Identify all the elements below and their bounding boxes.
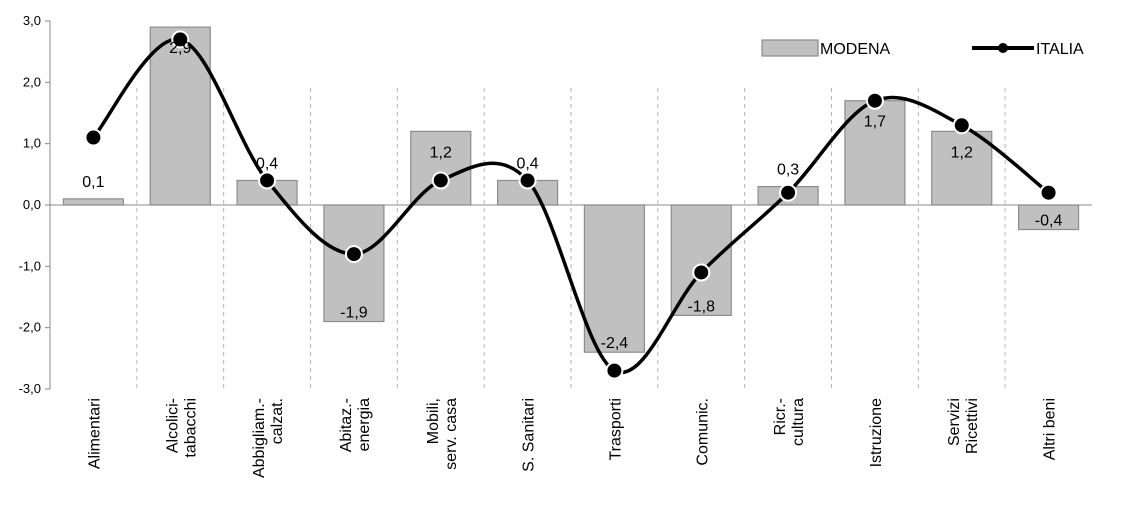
bar-data-label: -1,8 [687,298,715,315]
point-italia [258,171,277,190]
bar-data-label: 2,9 [169,40,191,57]
line-series-italia [84,30,1058,380]
y-axis: 3,0 2,0 1,0 0,0 -1,0 -2,0 -3,0 [19,13,51,396]
bar-data-labels: 0,1 2,9 0,4 -1,9 1,2 0,4 -2,4 -1,8 0,3 1,7 1,2 -0,4 [82,40,1062,352]
point-italia [344,245,363,264]
x-category-label: Mobili, [425,398,442,444]
x-category-label: Ricettivi [964,398,981,454]
x-category-label: serv. casa [443,398,460,470]
x-category-label: Comunic. [694,398,711,466]
bar-data-label: -1,9 [340,305,368,322]
y-tick-label: 2,0 [23,74,41,89]
bar-data-label: 0,3 [777,162,799,179]
bar-data-label: 1,7 [864,114,886,131]
point-italia [605,361,624,380]
point-italia [518,171,537,190]
x-category-label: Servizi [946,398,963,446]
y-tick-label: 0,0 [23,197,41,212]
point-italia [84,128,103,147]
x-category-label: calzat. [269,398,286,444]
x-category-label: Ricr.- [772,398,789,435]
bar-data-label: 0,4 [516,155,538,172]
x-category-label: Altri beni [1042,398,1059,460]
x-category-label: Alcolici- [164,398,181,453]
x-category-label: energia [356,398,373,451]
point-italia [431,171,450,190]
y-tick-label: -3,0 [19,381,41,396]
bar-series-modena [62,26,1080,353]
bar-modena [844,100,906,206]
x-axis-labels: Alimentari Alcolici-tabacchi Abbigliam.- ca… [86,398,1058,478]
bar-modena [583,204,646,353]
y-tick-label: -2,0 [19,320,41,335]
point-italia [865,91,884,110]
y-tick-label: 1,0 [23,136,41,151]
x-category-label: Alimentari [86,398,103,469]
bar-data-label: -0,4 [1035,213,1063,230]
bar-modena [931,130,993,206]
bar-modena [323,204,385,323]
bar-data-label: 1,2 [430,144,452,161]
legend: MODENA ITALIA [761,39,1084,58]
x-category-label: Trasporti [607,398,624,461]
point-italia [952,116,971,135]
x-category-label: Abitaz.- [338,398,355,452]
point-italia [779,183,798,202]
x-category-label: Abbigliam.- [251,398,268,478]
bar-data-label: 0,1 [82,174,104,191]
x-category-label: cultura [790,398,807,446]
point-italia [1039,183,1058,202]
point-italia [692,263,711,282]
legend-label-modena: MODENA [820,41,891,58]
legend-label-italia: ITALIA [1036,41,1084,58]
y-tick-label: 3,0 [23,13,41,28]
x-category-label: S. Sanitari [521,398,538,472]
point-italia [171,30,190,49]
legend-swatch-modena [761,39,819,57]
legend-marker-italia [998,43,1008,53]
bar-data-label: 1,2 [951,144,973,161]
x-category-label: tabacchi [182,398,199,458]
bar-data-label: -2,4 [601,335,629,352]
bar-data-label: 0,4 [256,155,278,172]
bar-modena [62,198,125,206]
y-tick-label: -1,0 [19,258,41,273]
x-category-label: Istruzione [868,398,885,467]
